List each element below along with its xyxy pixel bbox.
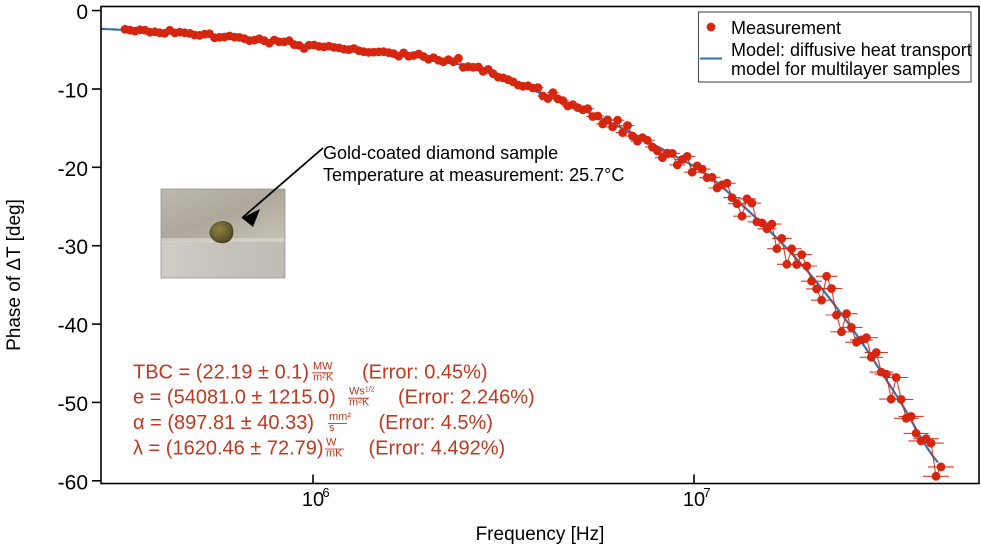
svg-text:Model: diffusive heat transpor: Model: diffusive heat transport (731, 40, 972, 60)
svg-text:Gold-coated diamond sample: Gold-coated diamond sample (323, 143, 558, 163)
svg-text:-20: -20 (58, 158, 88, 181)
svg-text:-50: -50 (58, 393, 88, 416)
svg-text:(Error: 0.45%): (Error: 0.45%) (362, 361, 488, 383)
svg-text:m²K: m²K (349, 397, 370, 409)
svg-text:-10: -10 (58, 80, 88, 103)
svg-text:TBC = (22.19 ± 0.1): TBC = (22.19 ± 0.1) (133, 361, 309, 383)
svg-text:(Error: 2.246%): (Error: 2.246%) (398, 387, 535, 409)
svg-text:-60: -60 (58, 471, 88, 494)
svg-text:s: s (329, 422, 335, 434)
svg-text:λ = (1620.46 ± 72.79): λ = (1620.46 ± 72.79) (133, 438, 324, 460)
svg-text:-30: -30 (58, 236, 88, 259)
svg-text:e = (54081.0 ± 1215.0): e = (54081.0 ± 1215.0) (133, 387, 336, 409)
svg-text:Frequency [Hz]: Frequency [Hz] (476, 524, 605, 545)
svg-text:α = (897.81 ± 40.33): α = (897.81 ± 40.33) (133, 412, 314, 434)
svg-text:m²K: m²K (313, 371, 334, 383)
svg-text:7: 7 (703, 485, 710, 500)
svg-text:0: 0 (76, 1, 88, 24)
svg-text:10: 10 (683, 489, 705, 511)
svg-text:10: 10 (302, 489, 324, 511)
svg-text:Phase of ΔT [deg]: Phase of ΔT [deg] (4, 199, 25, 351)
svg-text:Temperature at measurement: 25: Temperature at measurement: 25.7°C (323, 165, 624, 185)
svg-text:6: 6 (322, 485, 329, 500)
svg-text:-40: -40 (58, 315, 88, 338)
svg-text:Measurement: Measurement (731, 18, 841, 38)
svg-text:model for multilayer samples: model for multilayer samples (731, 59, 960, 79)
svg-text:(Error: 4.492%): (Error: 4.492%) (369, 438, 506, 460)
svg-text:(Error: 4.5%): (Error: 4.5%) (379, 412, 493, 434)
svg-text:mK: mK (326, 448, 343, 460)
